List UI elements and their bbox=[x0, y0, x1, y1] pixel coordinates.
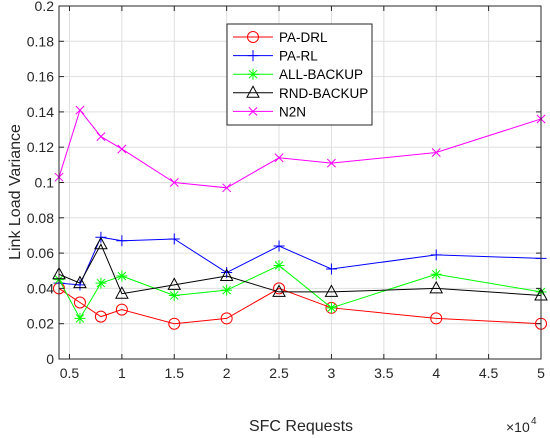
legend-entry: N2N bbox=[233, 104, 306, 119]
y-tick-label: 0.12 bbox=[27, 139, 54, 155]
y-tick-label: 0.18 bbox=[27, 33, 54, 49]
data-point bbox=[75, 105, 85, 115]
data-point bbox=[220, 312, 233, 325]
y-tick-label: 0.06 bbox=[27, 245, 54, 261]
data-point bbox=[116, 235, 128, 247]
data-point bbox=[94, 236, 108, 250]
x-axis-multiplier: ×10 4 bbox=[506, 416, 537, 435]
data-point bbox=[95, 277, 107, 289]
series-n2n bbox=[54, 105, 546, 193]
data-point bbox=[429, 280, 444, 294]
x-tick-label: 3 bbox=[328, 365, 336, 381]
series-line bbox=[58, 243, 542, 296]
y-tick-label: 0.14 bbox=[27, 104, 54, 120]
data-point bbox=[430, 312, 443, 325]
data-point bbox=[430, 268, 442, 280]
y-tick-label: 0.04 bbox=[27, 280, 54, 296]
x-tick-label: 3.5 bbox=[374, 365, 394, 381]
legend: PA-DRL PA-RL ALL-BACKUP RND-BACKUP N2N bbox=[226, 23, 373, 126]
x-tick-label: 1 bbox=[118, 365, 126, 381]
y-tick-label: 0 bbox=[46, 351, 54, 367]
legend-label: N2N bbox=[279, 104, 306, 119]
data-point bbox=[117, 144, 127, 154]
x-tick-label: 1.5 bbox=[165, 365, 185, 381]
axes bbox=[58, 5, 542, 360]
series-line bbox=[58, 109, 542, 189]
data-point bbox=[430, 249, 442, 261]
data-point bbox=[168, 289, 180, 301]
y-tick-label: 0.08 bbox=[27, 210, 54, 226]
data-point bbox=[168, 233, 180, 245]
data-point bbox=[169, 178, 179, 187]
legend-marker bbox=[247, 31, 259, 43]
legend-entry: PA-RL bbox=[233, 49, 318, 64]
legend-marker bbox=[247, 50, 259, 62]
x-tick-label: 4.5 bbox=[479, 365, 499, 381]
data-point bbox=[273, 259, 285, 271]
x-tick-label: 2.5 bbox=[269, 365, 289, 381]
y-axis-label: Link Load Variance bbox=[7, 124, 24, 260]
legend-box bbox=[226, 23, 373, 126]
data-point bbox=[94, 310, 107, 323]
data-point bbox=[326, 158, 336, 168]
x-axis-multiplier-exponent: 4 bbox=[531, 416, 537, 427]
data-point bbox=[273, 240, 285, 252]
series-line bbox=[58, 236, 542, 286]
tick-labels: 0.5 1 1.5 2 2.5 3 3.5 4 4.5 5 0 0.02 0.04 0.06 0.08 0.1… bbox=[27, 0, 545, 381]
data-point bbox=[115, 286, 129, 299]
x-axis-multiplier-base: ×10 bbox=[506, 419, 530, 435]
data-point bbox=[431, 148, 441, 157]
data-point bbox=[74, 279, 86, 291]
legend-entry: PA-DRL bbox=[233, 30, 328, 45]
x-tick-label: 0.5 bbox=[60, 365, 80, 381]
data-point bbox=[325, 263, 337, 275]
data-point bbox=[74, 312, 86, 324]
data-point bbox=[272, 284, 286, 297]
y-tick-label: 0.16 bbox=[27, 69, 54, 85]
series-line bbox=[58, 287, 542, 325]
data-point bbox=[116, 270, 128, 282]
data-point bbox=[115, 303, 128, 316]
data-point bbox=[168, 317, 181, 330]
legend-marker bbox=[246, 85, 260, 98]
legend-label: PA-DRL bbox=[279, 30, 328, 45]
series-layer bbox=[52, 105, 548, 330]
data-point bbox=[221, 284, 233, 296]
data-point bbox=[219, 268, 234, 282]
x-tick-label: 4 bbox=[432, 365, 440, 381]
x-tick-label: 5 bbox=[537, 365, 545, 381]
data-point bbox=[96, 132, 106, 142]
y-tick-label: 0.1 bbox=[35, 175, 55, 191]
legend-label: ALL-BACKUP bbox=[279, 67, 363, 82]
series-line bbox=[58, 264, 542, 320]
data-point bbox=[324, 284, 339, 297]
legend-marker bbox=[248, 106, 258, 116]
data-point bbox=[325, 302, 337, 314]
x-axis-label: SFC Requests bbox=[249, 418, 353, 435]
data-point bbox=[73, 275, 87, 289]
data-point bbox=[167, 277, 182, 290]
x-tick-label: 2 bbox=[223, 365, 231, 381]
data-point bbox=[222, 183, 232, 193]
data-point bbox=[73, 296, 86, 309]
legend-entry: RND-BACKUP bbox=[233, 85, 368, 101]
legend-label: RND-BACKUP bbox=[279, 86, 368, 101]
data-point bbox=[273, 282, 286, 295]
y-tick-label: 0.02 bbox=[27, 316, 54, 332]
legend-entry: ALL-BACKUP bbox=[233, 67, 363, 82]
legend-label: PA-RL bbox=[279, 49, 318, 64]
data-point bbox=[274, 153, 284, 163]
legend-marker bbox=[247, 68, 259, 80]
y-tick-label: 0.2 bbox=[35, 0, 55, 14]
